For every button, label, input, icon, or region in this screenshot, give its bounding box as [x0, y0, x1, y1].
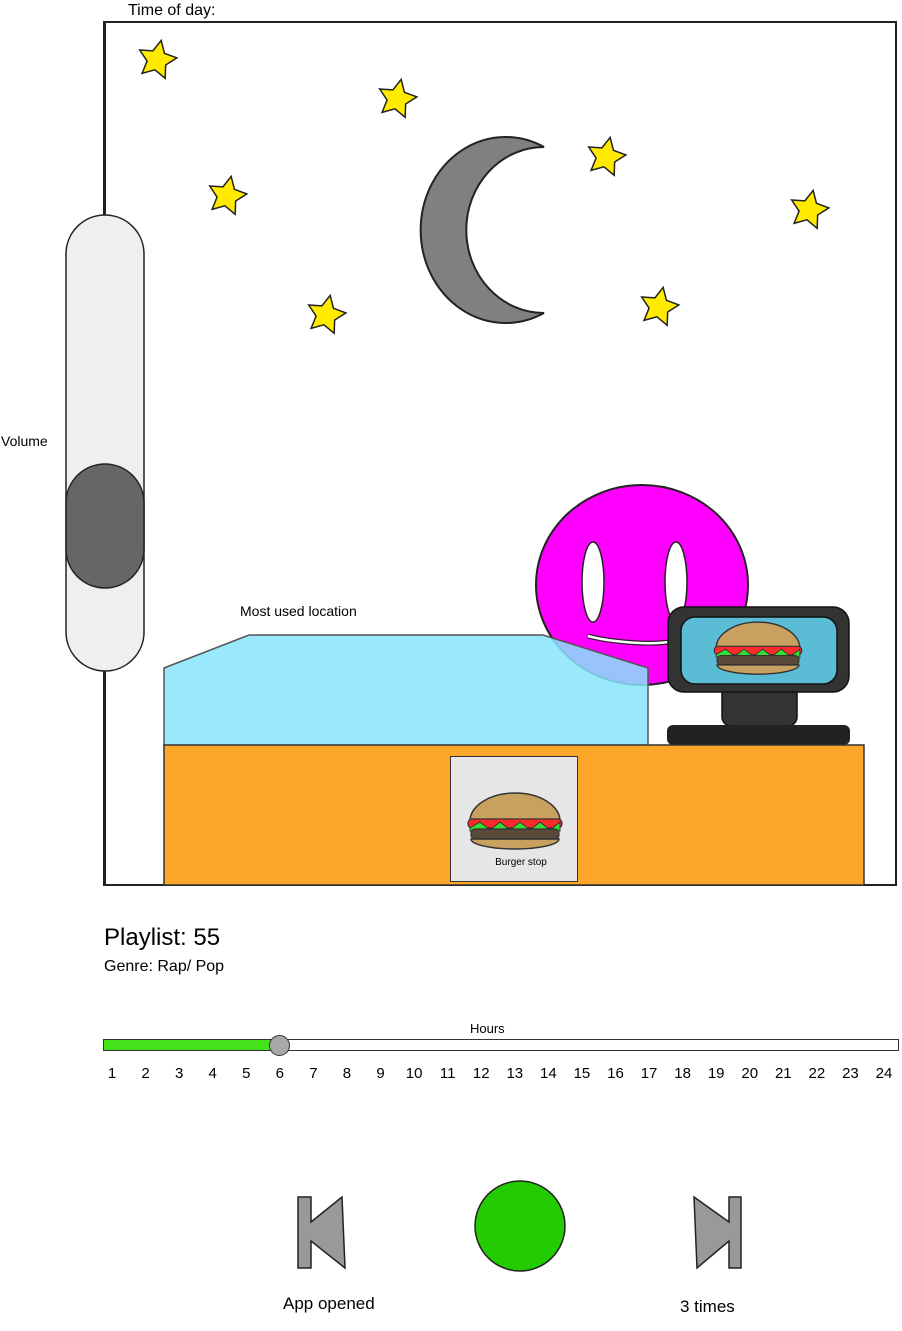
hour-tick-label: 15 [573, 1065, 591, 1082]
hour-tick-label: 3 [174, 1065, 184, 1082]
hours-label: Hours [470, 1021, 505, 1036]
monitor [667, 606, 850, 745]
hour-tick-label: 13 [506, 1065, 524, 1082]
hour-tick-label: 1 [107, 1065, 117, 1082]
hour-tick-label: 7 [309, 1065, 318, 1082]
play-button[interactable] [474, 1180, 566, 1272]
hour-tick-label: 23 [842, 1065, 859, 1082]
hour-tick-label: 6 [275, 1065, 284, 1082]
display-case-glass [163, 634, 649, 747]
face-eye-left [581, 541, 605, 623]
hour-tick-label: 21 [774, 1065, 792, 1082]
hour-tick-label: 10 [405, 1065, 423, 1082]
hour-tick-label: 5 [242, 1065, 251, 1082]
hours-slider-track[interactable] [103, 1039, 899, 1051]
moon-icon [419, 136, 545, 324]
location-sign [450, 756, 578, 882]
genre-label: Genre: Rap/ Pop [104, 958, 225, 975]
sign-label: Burger stop [495, 857, 547, 868]
star-icon [204, 171, 251, 217]
star-icon [636, 282, 683, 328]
volume-slider-thumb[interactable] [65, 463, 145, 589]
times-count-caption: 3 times [680, 1297, 735, 1316]
star-icon [786, 185, 833, 231]
hour-tick-label: 17 [640, 1065, 658, 1082]
star-icon [134, 35, 181, 81]
hour-tick-label: 4 [208, 1065, 217, 1082]
volume-label: Volume [1, 433, 48, 449]
hour-tick-label: 12 [472, 1065, 490, 1082]
app-opened-caption: App opened [283, 1294, 375, 1313]
hour-tick-label: 20 [741, 1065, 759, 1082]
time-of-day-label: Time of day: [128, 2, 216, 19]
hour-tick-label: 14 [540, 1065, 557, 1082]
hour-tick-label: 22 [808, 1065, 826, 1082]
hour-tick-label: 8 [342, 1065, 352, 1082]
hour-tick-label: 19 [707, 1065, 725, 1082]
hour-tick-label: 18 [674, 1065, 691, 1082]
playback-controls [297, 1180, 742, 1272]
hours-slider-thumb[interactable] [269, 1035, 291, 1056]
star-icon [303, 290, 350, 336]
star-icon [374, 74, 421, 120]
hour-tick-label: 24 [875, 1065, 893, 1082]
star-icon [583, 132, 630, 178]
hour-tick-label: 11 [439, 1065, 456, 1082]
hour-tick-label: 9 [376, 1065, 385, 1082]
playlist-title: Playlist: 55 [104, 924, 221, 951]
hours-slider-fill [104, 1040, 280, 1050]
burger-icon [713, 621, 803, 675]
skip-next-icon[interactable] [693, 1195, 742, 1270]
hour-tick-label: 2 [141, 1065, 150, 1082]
most-used-location-label: Most used location [240, 603, 357, 619]
skip-previous-icon[interactable] [297, 1195, 346, 1270]
burger-icon [467, 792, 563, 850]
volume-slider-track[interactable] [65, 214, 145, 672]
hour-tick-label: 16 [607, 1065, 624, 1082]
